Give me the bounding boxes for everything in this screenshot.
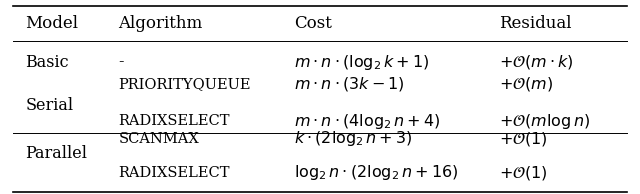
Text: $m \cdot n \cdot (\log_2 k + 1)$: $m \cdot n \cdot (\log_2 k + 1)$ — [294, 53, 429, 72]
Text: $k \cdot (2\log_2 n + 3)$: $k \cdot (2\log_2 n + 3)$ — [294, 129, 413, 148]
Text: Model: Model — [26, 15, 79, 32]
Text: RADIXSELECT: RADIXSELECT — [118, 166, 230, 180]
Text: RADIXSELECT: RADIXSELECT — [118, 114, 230, 128]
Text: Residual: Residual — [499, 15, 572, 32]
Text: SCANMAX: SCANMAX — [118, 132, 199, 146]
Text: $+\mathcal{O}(m)$: $+\mathcal{O}(m)$ — [499, 75, 553, 93]
Text: $\log_2 n \cdot (2\log_2 n + 16)$: $\log_2 n \cdot (2\log_2 n + 16)$ — [294, 163, 459, 182]
Text: -: - — [118, 54, 124, 71]
Text: Cost: Cost — [294, 15, 332, 32]
Text: Serial: Serial — [26, 97, 74, 114]
Text: Parallel: Parallel — [26, 145, 88, 162]
Text: $+\mathcal{O}(1)$: $+\mathcal{O}(1)$ — [499, 130, 548, 148]
Text: $m \cdot n \cdot (3k - 1)$: $m \cdot n \cdot (3k - 1)$ — [294, 75, 405, 93]
Text: Algorithm: Algorithm — [118, 15, 203, 32]
Text: PRIORITYQUEUE: PRIORITYQUEUE — [118, 77, 251, 91]
Text: $m \cdot n \cdot (4\log_2 n + 4)$: $m \cdot n \cdot (4\log_2 n + 4)$ — [294, 112, 441, 131]
Text: $+\mathcal{O}(m \log n)$: $+\mathcal{O}(m \log n)$ — [499, 112, 590, 131]
Text: Basic: Basic — [26, 54, 69, 71]
Text: $+\mathcal{O}(1)$: $+\mathcal{O}(1)$ — [499, 164, 548, 182]
Text: $+\mathcal{O}(m \cdot k)$: $+\mathcal{O}(m \cdot k)$ — [499, 53, 573, 71]
